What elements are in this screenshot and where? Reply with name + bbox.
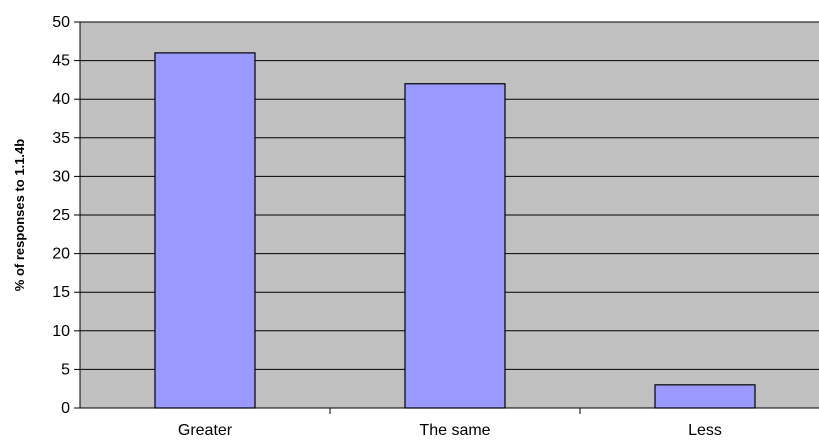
y-tick-label: 35 bbox=[52, 130, 70, 147]
bar-greater bbox=[154, 52, 256, 409]
y-tick-label: 25 bbox=[52, 207, 70, 224]
y-tick-label: 15 bbox=[52, 284, 70, 301]
bar-less bbox=[654, 384, 756, 409]
y-tick-labels: 0 5 10 15 20 25 30 35 40 45 50 bbox=[52, 14, 70, 417]
bars bbox=[154, 52, 756, 409]
axes bbox=[74, 21, 819, 414]
x-category-label: The same bbox=[419, 422, 490, 439]
y-tick-label: 0 bbox=[61, 400, 70, 417]
y-axis-title: % of responses to 1.1.4b bbox=[12, 139, 27, 291]
y-tick-label: 50 bbox=[52, 14, 70, 31]
x-category-label: Greater bbox=[178, 422, 233, 439]
y-tick-label: 20 bbox=[52, 246, 70, 263]
y-tick-label: 5 bbox=[61, 361, 70, 378]
y-tick-label: 45 bbox=[52, 53, 70, 70]
x-category-labels: Greater The same Less bbox=[178, 422, 722, 439]
bar-the-same bbox=[404, 83, 506, 409]
y-tick-label: 10 bbox=[52, 323, 70, 340]
x-category-label: Less bbox=[688, 422, 722, 439]
y-tick-label: 30 bbox=[52, 168, 70, 185]
y-tick-label: 40 bbox=[52, 91, 70, 108]
